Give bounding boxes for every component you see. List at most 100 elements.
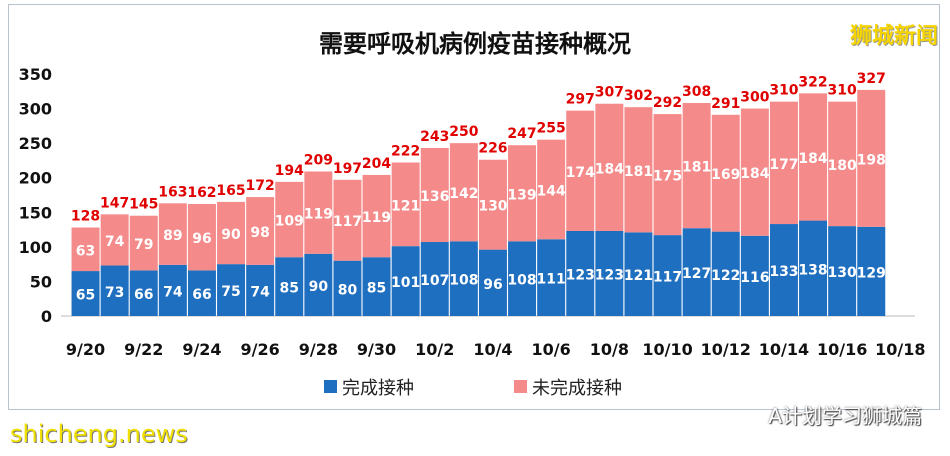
bar-vaccinated — [653, 235, 682, 316]
bar-vaccinated — [246, 264, 275, 316]
data-label-vaccinated: 96 — [483, 277, 502, 293]
data-label-vaccinated: 66 — [134, 287, 153, 303]
bar-unvaccinated — [740, 108, 769, 236]
data-label-total: 147 — [100, 195, 129, 211]
bar-unvaccinated — [857, 89, 886, 227]
bar-vaccinated — [682, 228, 711, 316]
data-label-vaccinated: 108 — [507, 273, 536, 289]
x-tick-label: 10/8 — [590, 340, 629, 359]
data-label-vaccinated: 101 — [391, 275, 420, 291]
legend-label: 完成接种 — [342, 378, 414, 399]
data-label-total: 310 — [769, 83, 798, 99]
bar-vaccinated — [187, 270, 216, 316]
bar-vaccinated — [333, 260, 362, 316]
data-label-unvaccinated: 89 — [163, 228, 182, 244]
y-tick-label: 350 — [19, 65, 52, 84]
bar-unvaccinated — [799, 93, 828, 221]
legend-label: 未完成接种 — [532, 378, 622, 399]
data-label-unvaccinated: 130 — [478, 199, 507, 215]
bar-unvaccinated — [129, 215, 158, 271]
bar-vaccinated — [537, 239, 566, 316]
data-label-unvaccinated: 181 — [682, 160, 711, 176]
data-label-vaccinated: 123 — [566, 267, 595, 283]
data-label-total: 165 — [216, 183, 245, 199]
bar-vaccinated — [449, 241, 478, 316]
data-label-vaccinated: 122 — [711, 268, 740, 284]
data-label-total: 322 — [798, 74, 827, 90]
data-label-vaccinated: 73 — [105, 285, 124, 301]
data-label-vaccinated: 123 — [595, 267, 624, 283]
bar-unvaccinated — [391, 162, 420, 247]
data-label-unvaccinated: 90 — [221, 227, 241, 243]
data-label-unvaccinated: 119 — [304, 207, 333, 223]
data-label-vaccinated: 130 — [828, 265, 857, 281]
y-tick-label: 150 — [19, 203, 52, 222]
bar-vaccinated — [420, 242, 449, 316]
x-tick-label: 10/12 — [701, 340, 751, 359]
data-label-unvaccinated: 174 — [566, 165, 595, 181]
y-tick-label: 200 — [19, 169, 52, 188]
bar-unvaccinated — [682, 103, 711, 229]
bar-vaccinated — [71, 271, 100, 316]
bar-vaccinated — [391, 246, 420, 316]
bar-vaccinated — [740, 235, 769, 316]
bar-unvaccinated — [595, 103, 624, 231]
bar-vaccinated — [100, 265, 129, 316]
bar-unvaccinated — [537, 139, 566, 240]
data-label-unvaccinated: 184 — [595, 161, 624, 177]
data-label-total: 197 — [333, 161, 362, 177]
data-label-unvaccinated: 177 — [769, 157, 798, 173]
bar-vaccinated — [624, 232, 653, 316]
data-label-total: 327 — [857, 71, 886, 87]
bar-vaccinated — [508, 241, 537, 316]
data-label-unvaccinated: 198 — [857, 152, 886, 168]
x-tick-label: 10/16 — [817, 340, 867, 359]
bar-vaccinated — [711, 231, 740, 316]
x-tick-label: 10/4 — [473, 340, 512, 359]
x-tick-label: 10/2 — [415, 340, 454, 359]
bar-unvaccinated — [275, 181, 304, 258]
data-label-unvaccinated: 184 — [740, 166, 769, 182]
data-label-vaccinated: 85 — [367, 281, 386, 297]
data-label-vaccinated: 74 — [250, 284, 270, 300]
data-label-total: 291 — [711, 96, 740, 112]
data-label-total: 222 — [391, 144, 420, 160]
site-watermark: shicheng.news — [10, 420, 188, 448]
bar-vaccinated — [362, 257, 391, 316]
data-label-total: 300 — [740, 90, 769, 106]
data-label-total: 162 — [187, 185, 216, 201]
bar-vaccinated — [275, 257, 304, 316]
bar-vaccinated — [217, 264, 246, 316]
bar-unvaccinated — [566, 110, 595, 231]
bar-vaccinated — [304, 253, 333, 316]
data-label-vaccinated: 66 — [192, 287, 211, 303]
bar-vaccinated — [158, 264, 187, 316]
bar-unvaccinated — [769, 101, 798, 225]
data-label-unvaccinated: 63 — [76, 243, 95, 259]
y-tick-label: 50 — [30, 272, 52, 291]
data-label-unvaccinated: 136 — [420, 189, 449, 205]
data-label-total: 145 — [129, 197, 158, 213]
x-tick-label: 9/26 — [241, 340, 280, 359]
data-label-total: 226 — [478, 141, 507, 157]
data-label-total: 308 — [682, 84, 711, 100]
x-tick-label: 9/22 — [124, 340, 163, 359]
bar-vaccinated — [799, 220, 828, 316]
data-label-total: 307 — [595, 85, 624, 101]
data-label-vaccinated: 107 — [420, 273, 449, 289]
chart-frame — [8, 4, 940, 410]
bar-unvaccinated — [304, 171, 333, 254]
data-label-vaccinated: 111 — [537, 272, 566, 288]
data-label-unvaccinated: 98 — [250, 225, 269, 241]
brand-watermark: 狮城新闻 — [849, 24, 938, 49]
bar-unvaccinated — [508, 145, 537, 242]
data-label-vaccinated: 74 — [163, 284, 183, 300]
data-label-total: 209 — [304, 152, 333, 168]
data-label-unvaccinated: 142 — [449, 186, 478, 202]
data-label-total: 243 — [420, 129, 449, 145]
data-label-unvaccinated: 79 — [134, 237, 153, 253]
data-label-vaccinated: 127 — [682, 266, 711, 282]
data-label-unvaccinated: 139 — [507, 187, 536, 203]
data-label-vaccinated: 129 — [857, 265, 886, 281]
